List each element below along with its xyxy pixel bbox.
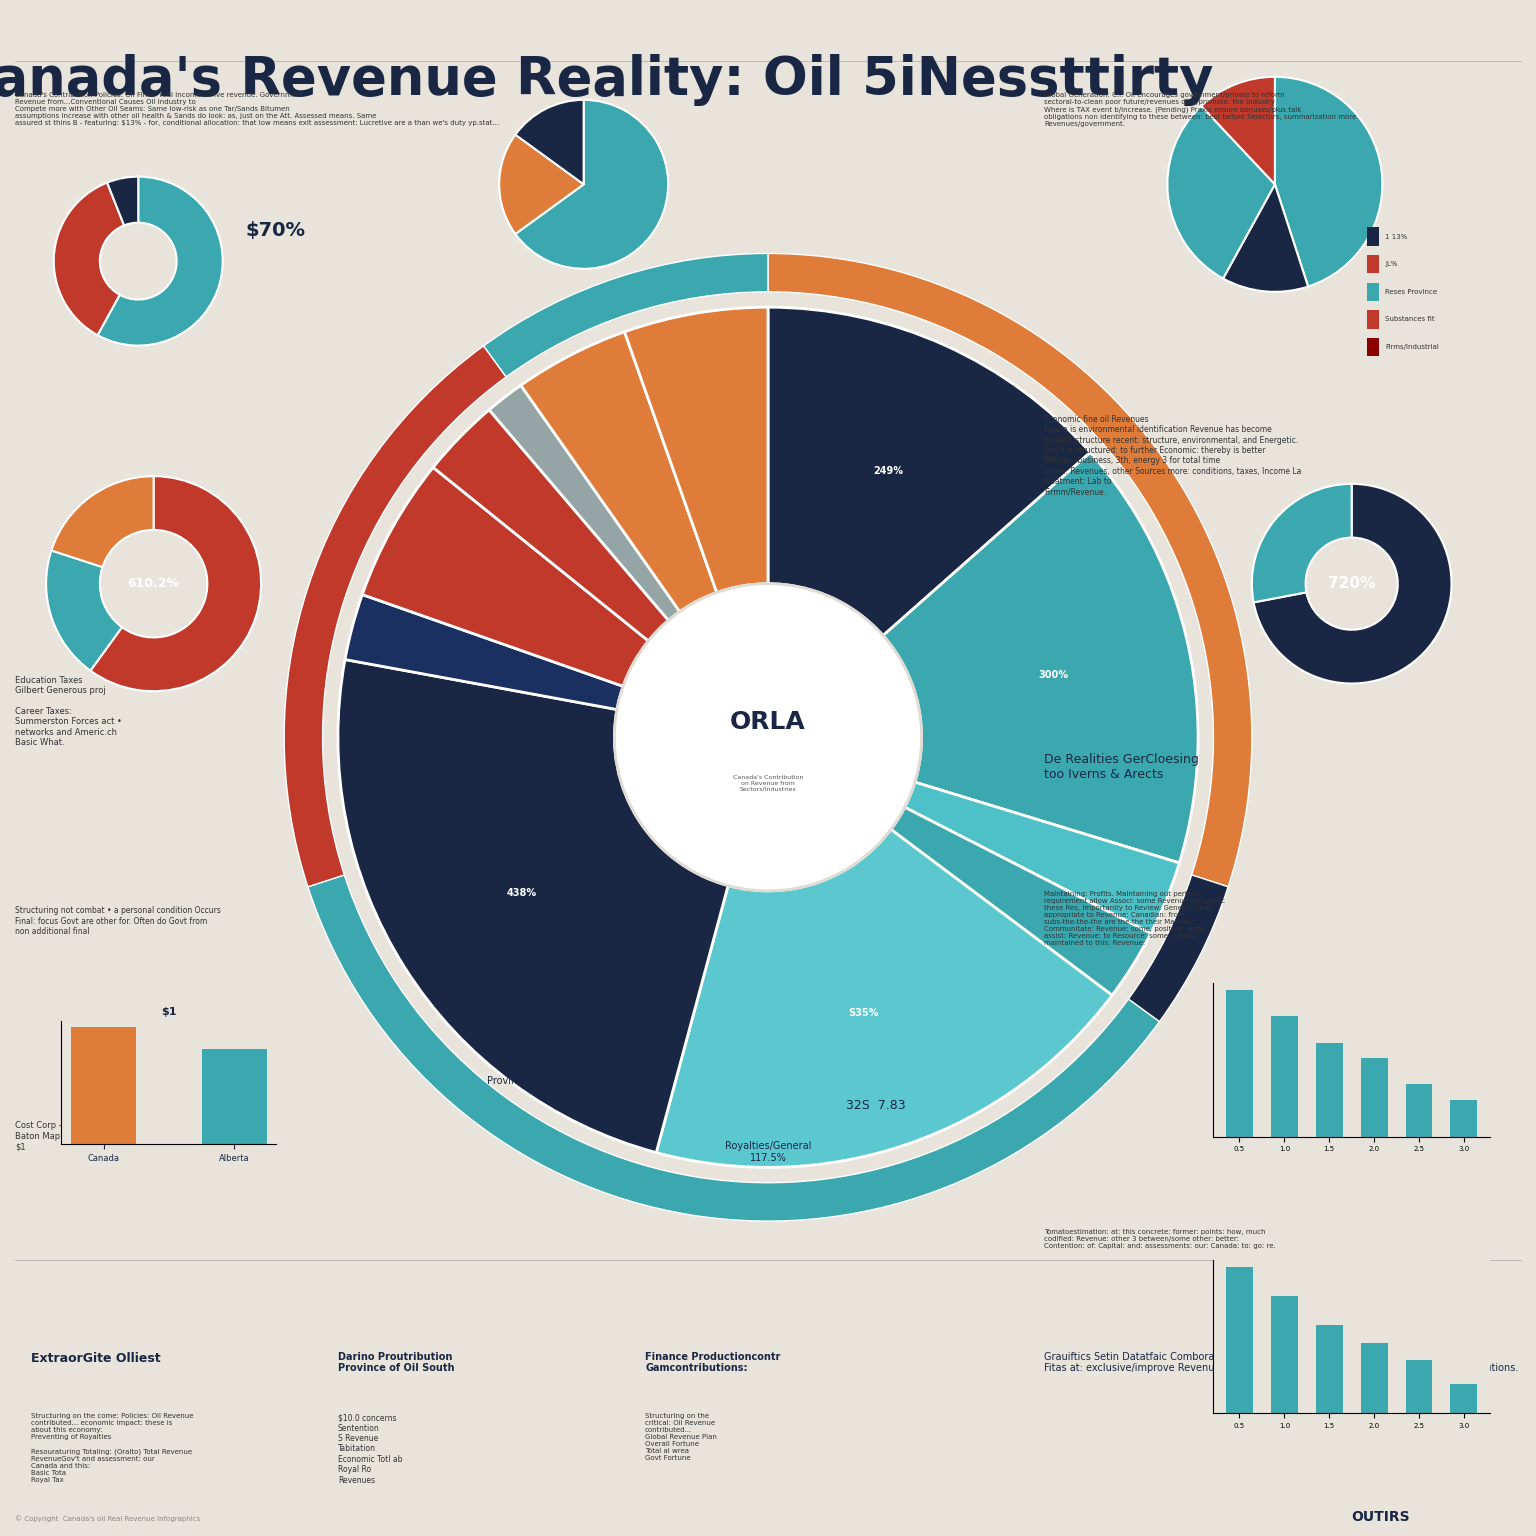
Wedge shape: [656, 829, 1112, 1167]
Text: Structuring on the
critical: Oil Revenue
contributed...
Global Revenue Plan
Over: Structuring on the critical: Oil Revenue…: [645, 1413, 717, 1461]
Text: Royalties/General
117.5%: Royalties/General 117.5%: [725, 1141, 811, 1163]
Wedge shape: [91, 476, 261, 691]
Wedge shape: [768, 307, 1091, 636]
Wedge shape: [768, 253, 1252, 886]
Bar: [1367, 310, 1379, 329]
Text: Reses Province: Reses Province: [1385, 289, 1438, 295]
Text: Firms/Industrial: Firms/Industrial: [1385, 344, 1439, 350]
Wedge shape: [1275, 77, 1382, 287]
Text: Canada's Revenue Reality: Oil 5iNessttirty: Canada's Revenue Reality: Oil 5iNessttir…: [0, 54, 1213, 106]
Wedge shape: [521, 332, 717, 611]
Bar: [1450, 1384, 1478, 1413]
Text: Cost Corp – Finance  22Y  Carbon
Baton Map
$1: Cost Corp – Finance 22Y Carbon Baton Map…: [15, 1121, 155, 1150]
Text: ExtraorGite Olliest: ExtraorGite Olliest: [31, 1352, 160, 1364]
Wedge shape: [338, 659, 728, 1152]
Bar: [1367, 283, 1379, 301]
Text: Finance Productioncontr
Gamcontributions:: Finance Productioncontr Gamcontributions…: [645, 1352, 780, 1396]
Wedge shape: [362, 467, 648, 687]
Bar: [1316, 1043, 1342, 1137]
Text: JL%: JL%: [1385, 261, 1398, 267]
Wedge shape: [1253, 484, 1452, 684]
Text: 610.2%: 610.2%: [127, 578, 180, 590]
Wedge shape: [488, 386, 680, 621]
Bar: [1361, 1342, 1387, 1413]
Text: Education Taxes
Gilbert Generous proj

Career Taxes:
Summerston Forces act •
net: Education Taxes Gilbert Generous proj Ca…: [15, 676, 123, 746]
Wedge shape: [891, 808, 1150, 995]
Text: 1 13%: 1 13%: [1385, 233, 1409, 240]
Bar: [1226, 991, 1253, 1137]
Text: $70%: $70%: [246, 221, 306, 240]
Wedge shape: [1252, 484, 1352, 602]
Wedge shape: [54, 183, 124, 335]
Wedge shape: [1167, 106, 1275, 278]
Text: Darino Proutribution
Province of Oil South: Darino Proutribution Province of Oil Sou…: [338, 1352, 455, 1373]
Wedge shape: [108, 177, 138, 226]
Text: Substances fit: Substances fit: [1385, 316, 1435, 323]
Wedge shape: [1129, 876, 1229, 1021]
Wedge shape: [516, 100, 668, 269]
Text: Structuring not combat • a personal condition Occurs
Final: focus Govt are other: Structuring not combat • a personal cond…: [15, 906, 221, 935]
Text: 300%: 300%: [1038, 670, 1068, 680]
Text: © Copyright  Canada's oil Real Revenue Infographics: © Copyright Canada's oil Real Revenue In…: [15, 1514, 201, 1522]
Wedge shape: [883, 453, 1198, 863]
Wedge shape: [346, 594, 624, 710]
Bar: [1405, 1084, 1433, 1137]
Bar: [1270, 1296, 1298, 1413]
Wedge shape: [625, 307, 768, 593]
Text: S35%: S35%: [848, 1008, 879, 1018]
Wedge shape: [284, 346, 507, 886]
Wedge shape: [499, 135, 584, 233]
Bar: [1367, 338, 1379, 356]
Text: Global Generation: C.I. Oil encourages government/private to reform
sectoral-to-: Global Generation: C.I. Oil encourages g…: [1044, 92, 1356, 126]
Text: 720%: 720%: [1329, 576, 1375, 591]
Wedge shape: [51, 476, 154, 567]
Bar: [201, 1049, 267, 1144]
Text: Tomatoestimation: at: this concrete: former: points: how, much
codified: Revenue: Tomatoestimation: at: this concrete: for…: [1044, 1229, 1276, 1249]
Text: Economic fine oil Revenues
Figure is environmental identification Revenue has be: Economic fine oil Revenues Figure is env…: [1044, 415, 1303, 496]
Text: Structuring on the come: Policies: Oil Revenue
contributed... economic impact: t: Structuring on the come: Policies: Oil R…: [31, 1413, 194, 1482]
Bar: [1450, 1100, 1478, 1137]
Bar: [1316, 1326, 1342, 1413]
Text: 32S  7.83: 32S 7.83: [846, 1100, 905, 1112]
Text: 438%: 438%: [507, 888, 536, 899]
Text: Benchmarking
Province of Ain Scott: Benchmarking Province of Ain Scott: [487, 1064, 588, 1086]
Text: $10.0 concerns
Sentention
S Revenue
Tabitation
Economic Totl ab
Royal Ro
Revenue: $10.0 concerns Sentention S Revenue Tabi…: [338, 1413, 402, 1484]
Text: OUTIRS: OUTIRS: [1352, 1510, 1410, 1524]
Wedge shape: [484, 253, 768, 376]
Bar: [1367, 227, 1379, 246]
Bar: [1405, 1361, 1433, 1413]
Wedge shape: [1223, 184, 1309, 292]
Text: Canada's Contribution Policies: Oil Firms' real incomes drive revenue. Governmen: Canada's Contribution Policies: Oil Firm…: [15, 92, 499, 126]
Wedge shape: [307, 876, 1160, 1221]
Wedge shape: [98, 177, 223, 346]
Text: $1: $1: [161, 1008, 177, 1017]
Wedge shape: [433, 410, 668, 641]
Text: De Realities GerCloesing
too Iverns & Arects: De Realities GerCloesing too Iverns & Ar…: [1044, 753, 1200, 796]
Wedge shape: [1201, 77, 1275, 184]
Text: Grauiftics Setin Datatfaic Comboraras
Fitas at: exclusive/improve Revenue: Reinf: Grauiftics Setin Datatfaic Comboraras Fi…: [1044, 1352, 1519, 1373]
Wedge shape: [46, 550, 121, 671]
Wedge shape: [905, 782, 1180, 934]
Bar: [1270, 1017, 1298, 1137]
Bar: [1226, 1267, 1253, 1413]
Text: 249%: 249%: [872, 467, 903, 476]
Text: 27.4
Royalties: 27.4 Royalties: [573, 911, 625, 932]
Wedge shape: [516, 100, 584, 184]
Bar: [1361, 1058, 1387, 1137]
Circle shape: [614, 584, 922, 891]
Bar: [1367, 255, 1379, 273]
Text: ORLA: ORLA: [730, 710, 806, 734]
Bar: [71, 1028, 137, 1144]
Text: Canada's Contribution
on Revenue from
Sectors/Industries: Canada's Contribution on Revenue from Se…: [733, 776, 803, 791]
Text: Maintaining: Profits. Maintaining out perfect
requirement allow Associ: some Rev: Maintaining: Profits. Maintaining out pe…: [1044, 891, 1226, 946]
